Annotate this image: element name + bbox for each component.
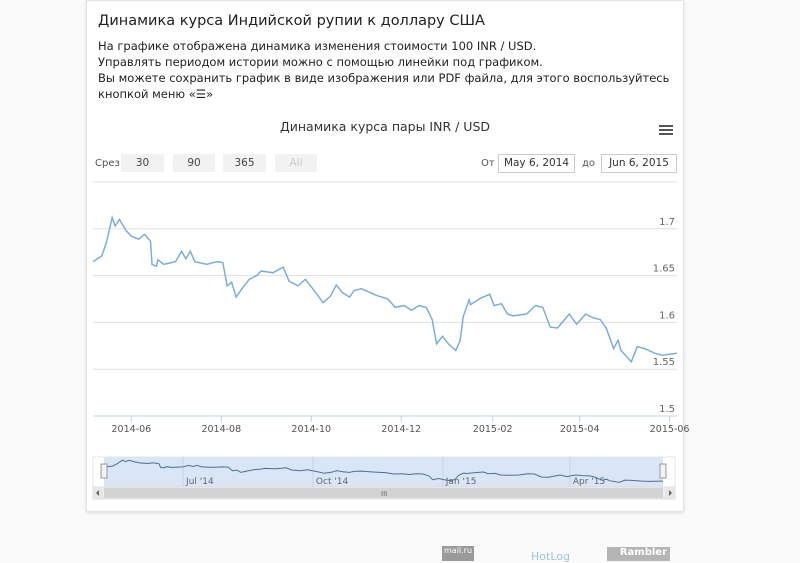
y-tick-label: 1.55 [653,357,675,368]
navigator-tick-label: Apr '15 [573,477,605,487]
range-all-button[interactable]: All [275,154,317,172]
x-tick-label: 2014-12 [381,424,421,435]
x-tick-label: 2015-02 [473,424,513,435]
range-90-button[interactable]: 90 [173,154,215,172]
to-label: до [582,158,596,169]
description-line: Вы можете сохранить график в виде изобра… [98,71,670,85]
chart-card: Динамика курса Индийской рупии к доллару… [86,0,684,512]
y-tick-label: 1.65 [653,264,675,275]
to-date-input[interactable]: Jun 6, 2015 [601,154,677,173]
x-tick-label: 2015-04 [560,424,600,435]
x-tick-label: 2014-06 [111,424,151,435]
scrollbar-thumb[interactable] [104,488,663,498]
description-line: кнопкой меню «☰» [98,87,214,101]
description-line: Управлять периодом истории можно с помощ… [98,55,543,69]
navigator[interactable]: Jul '14 Oct '14 Jan '15 Apr '15 III [92,456,676,500]
scrollbar-grip-icon: III [381,490,387,498]
x-tick-label: 2014-08 [201,424,241,435]
arrow-right-icon [669,490,672,496]
navigator-tick-label: Oct '14 [316,477,349,487]
range-365-button[interactable]: 365 [223,154,266,172]
x-tick-label: 2014-10 [291,424,331,435]
mail-ru-logo[interactable]: mail.ru [442,546,474,561]
rambler-logo[interactable]: Rambler [607,547,670,561]
from-label: От [481,158,495,169]
navigator-right-handle[interactable] [659,463,667,479]
chart-title: Динамика курса пары INR / USD [279,119,491,134]
page-title: Динамика курса Индийской рупии к доллару… [98,13,485,29]
x-tick-label: 2015-06 [650,424,690,435]
y-tick-label: 1.6 [659,310,675,321]
navigator-tick-label: Jan '15 [445,477,477,487]
range-label: Срез [95,158,120,169]
navigator-line [103,459,664,483]
hotlog-link[interactable]: HotLog [531,550,570,563]
y-tick-label: 1.7 [659,217,675,228]
description: На графике отображена динамика изменения… [98,38,678,102]
from-date-input[interactable]: May 6, 2014 [498,154,575,173]
series-line [92,214,678,364]
range-30-button[interactable]: 30 [121,154,164,172]
y-tick-label: 1.5 [659,404,675,415]
arrow-left-icon [96,490,99,496]
description-line: На графике отображена динамика изменения… [98,39,537,53]
menu-icon[interactable] [659,125,673,137]
navigator-left-handle[interactable] [100,463,108,479]
navigator-tick-label: Jul '14 [185,477,214,487]
